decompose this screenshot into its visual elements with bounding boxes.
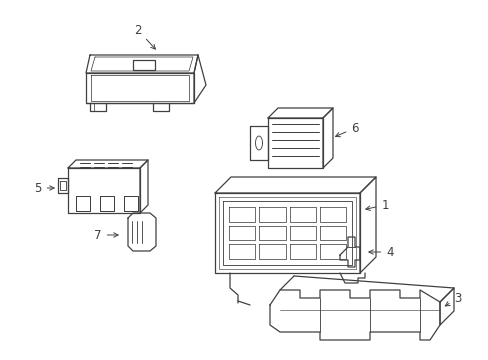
- Text: 6: 6: [335, 122, 358, 137]
- Text: 4: 4: [368, 246, 393, 258]
- Text: 5: 5: [34, 181, 54, 194]
- Text: 2: 2: [134, 23, 155, 49]
- Text: 3: 3: [445, 292, 461, 306]
- Text: 1: 1: [365, 198, 388, 212]
- Text: 7: 7: [94, 229, 118, 242]
